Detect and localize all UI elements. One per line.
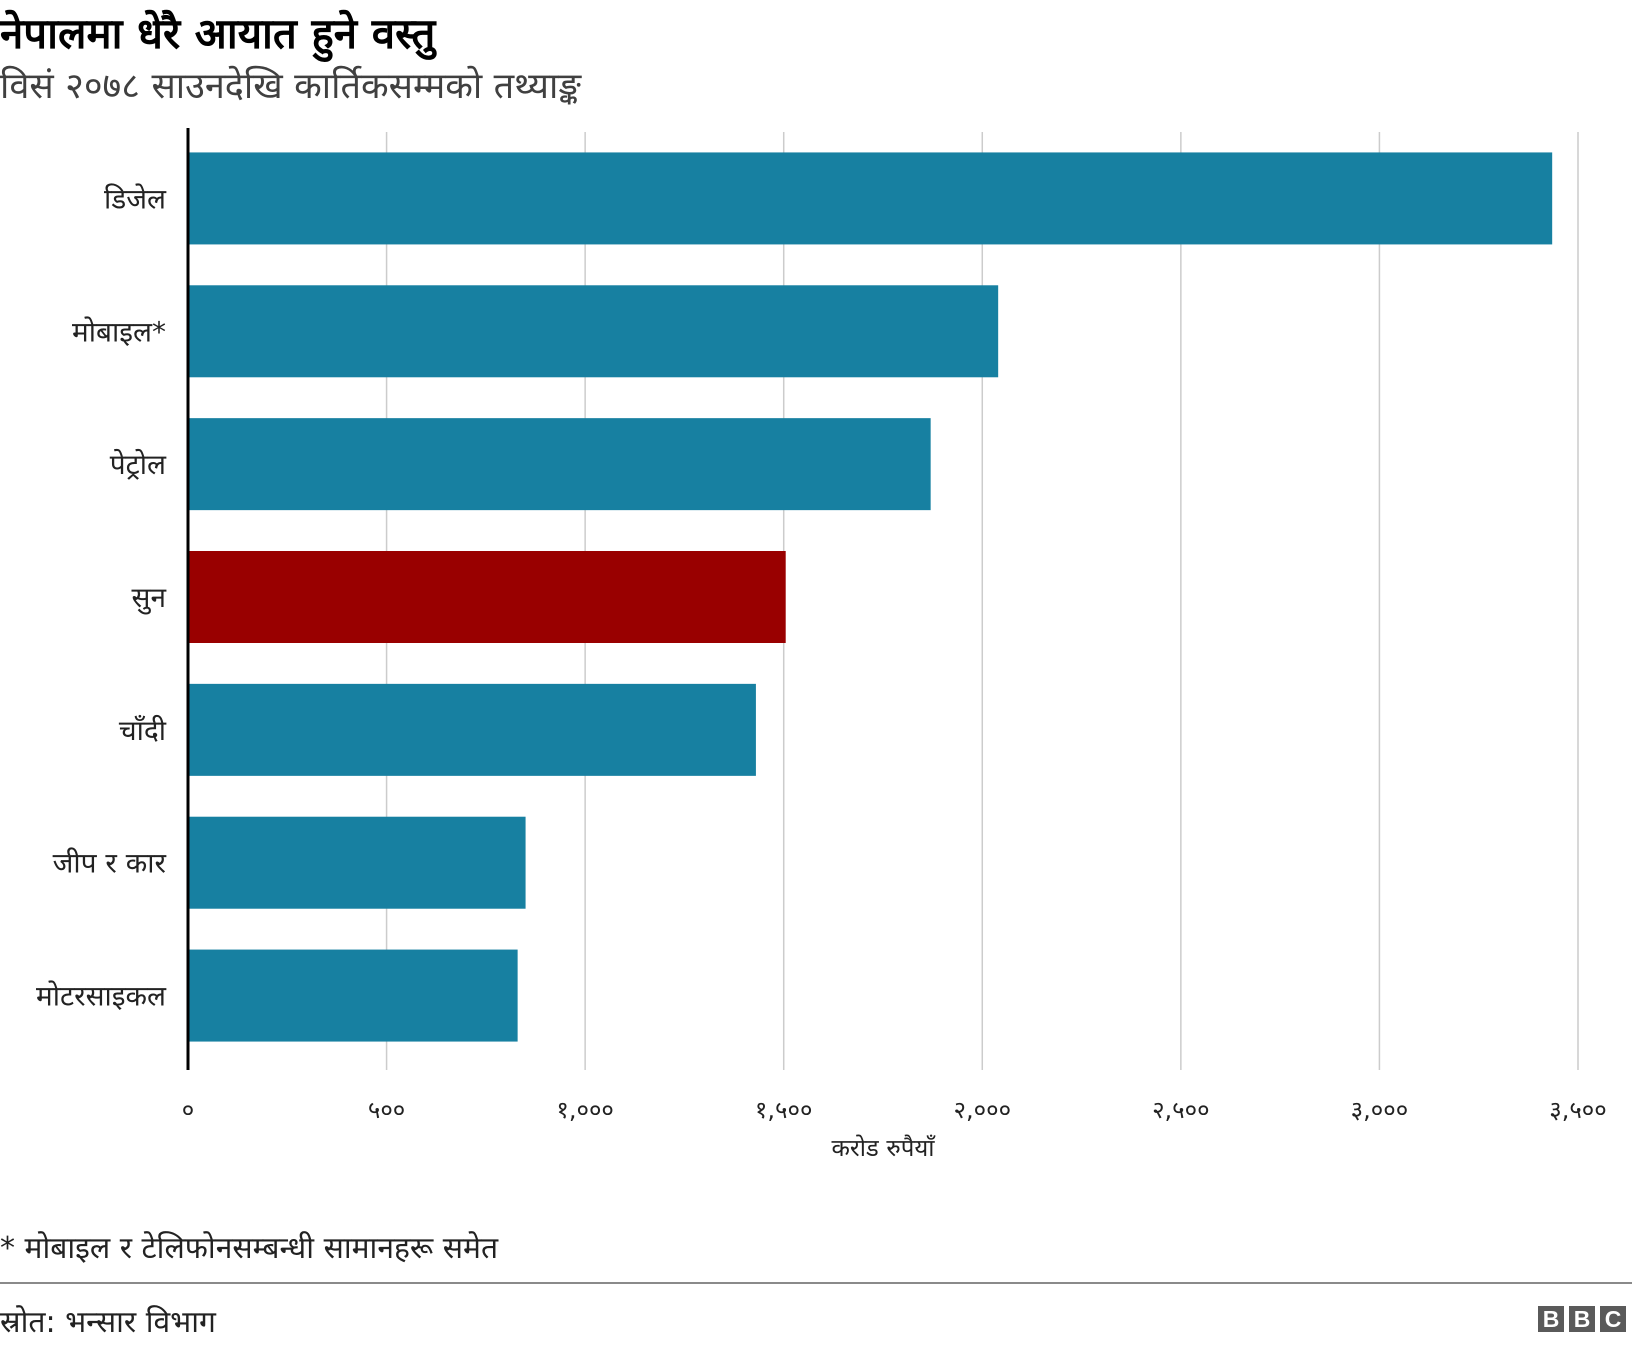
category-labels: डिजेल मोबाइल* पेट्रोल सुन चाँदी जीप र कार मोटर…: [36, 182, 167, 1012]
x-tick-label: ३,०००: [1351, 1096, 1409, 1124]
bar-chart: डिजेल मोबाइल* पेट्रोल सुन चाँदी जीप र कार मोटर…: [36, 128, 1607, 1160]
logo-letter: B: [1569, 1306, 1595, 1332]
x-tick-labels: ० ५०० १,००० १,५०० २,००० २,५०० ३,००० ३,५००: [182, 1096, 1607, 1124]
x-tick-label: ०: [182, 1096, 194, 1124]
x-tick-label: ३,५००: [1549, 1096, 1607, 1124]
category-label: सुन: [132, 581, 167, 615]
x-axis-title: करोड रुपैयाँ: [831, 1134, 936, 1160]
source-note: स्रोत: भन्सार विभाग: [0, 1305, 216, 1340]
logo-letter: C: [1600, 1306, 1626, 1332]
category-label: पेट्रोल: [110, 448, 167, 481]
x-tick-label: ५००: [368, 1096, 405, 1124]
bar: [188, 152, 1553, 245]
bar: [188, 285, 999, 378]
chart-subtitle: विसं २०७८ साउनदेखि कार्तिकसम्मको तथ्याङ्…: [0, 66, 582, 107]
bbc-logo: B B C: [1538, 1306, 1626, 1332]
x-tick-label: २,०००: [954, 1096, 1012, 1124]
footer-divider: [0, 1282, 1632, 1284]
bar: [188, 816, 526, 909]
logo-letter: B: [1538, 1306, 1564, 1332]
bar: [188, 683, 756, 776]
x-tick-label: २,५००: [1152, 1096, 1210, 1124]
x-tick-label: १,०००: [556, 1096, 614, 1124]
category-label: डिजेल: [104, 182, 167, 215]
footnote: * मोबाइल र टेलिफोनसम्बन्धी सामानहरू समेत: [0, 1231, 499, 1266]
chart-title: नेपालमा धेरै आयात हुने वस्तु: [0, 9, 436, 58]
x-tick-label: १,५००: [755, 1096, 813, 1124]
bar: [188, 551, 786, 643]
bar: [188, 949, 518, 1042]
bars: [188, 152, 1553, 1042]
category-label: चाँदी: [119, 714, 167, 747]
category-label: मोटरसाइकल: [36, 980, 167, 1013]
category-label: मोबाइल*: [72, 315, 166, 348]
category-label: जीप र कार: [53, 847, 167, 880]
bar: [188, 418, 931, 511]
